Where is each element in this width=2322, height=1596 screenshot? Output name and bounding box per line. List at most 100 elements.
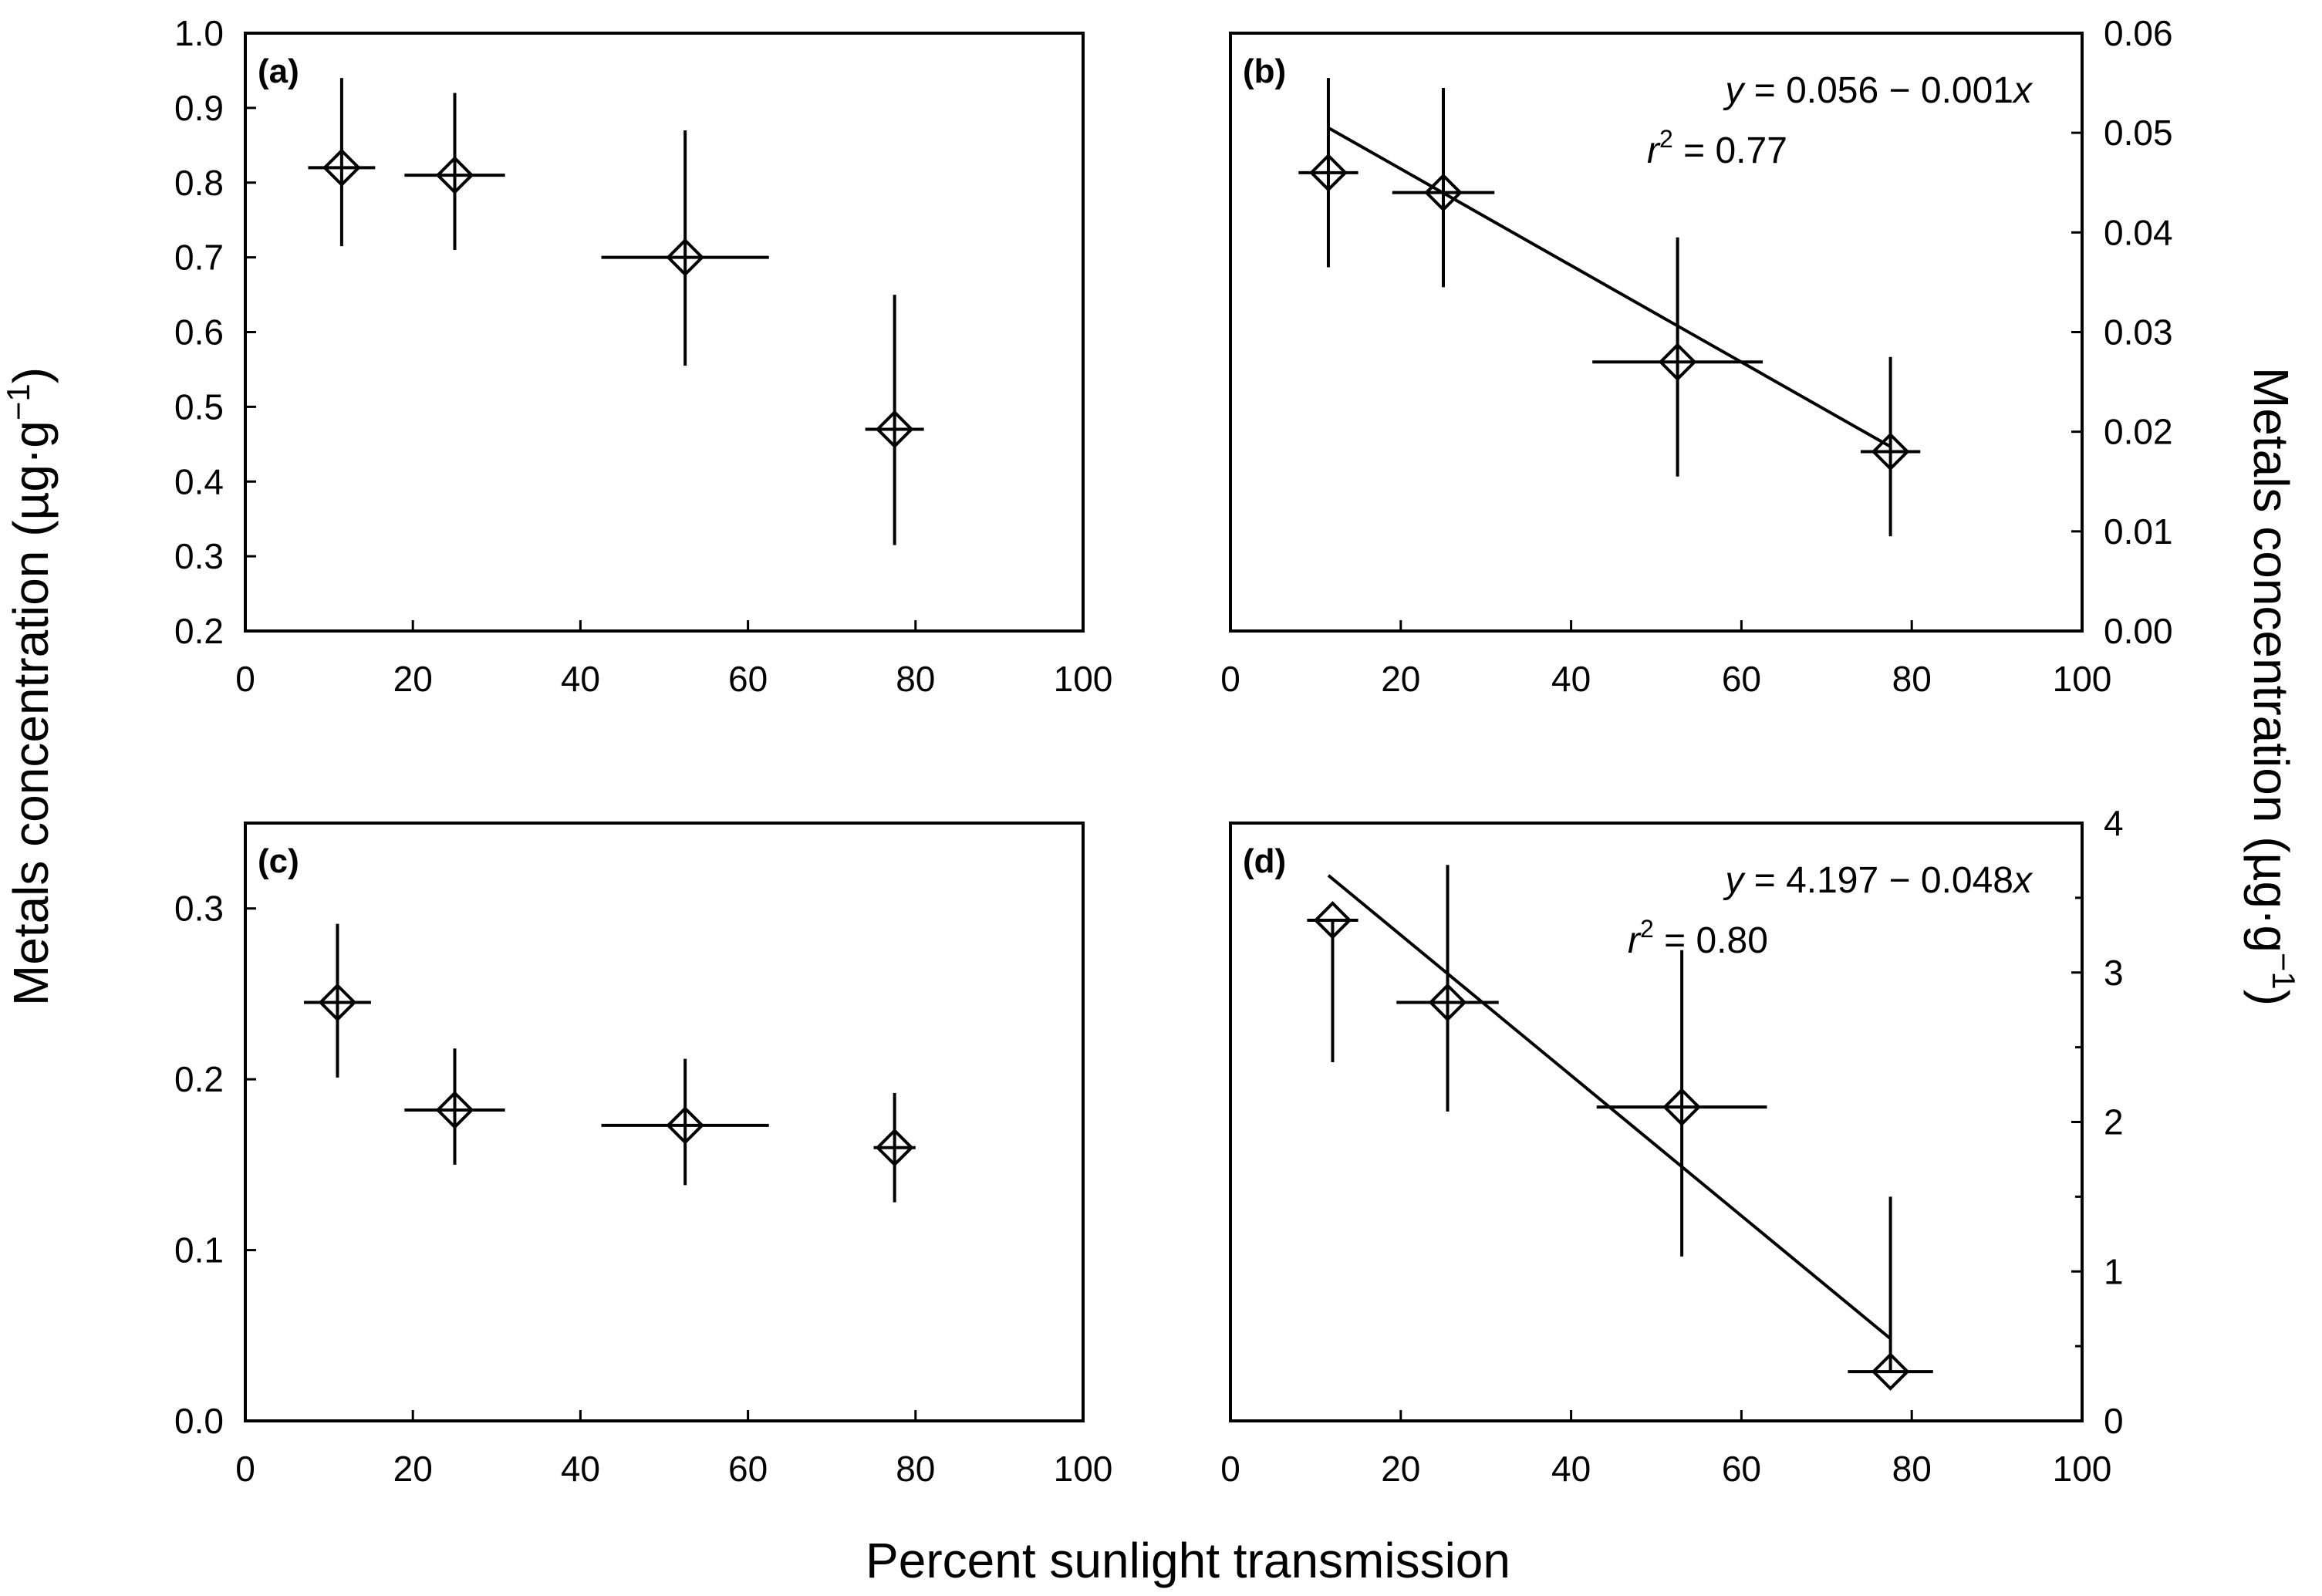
y-tick-label: 0.03: [2104, 312, 2173, 353]
equation-var: x: [2012, 70, 2033, 111]
equation-rhs: = 0.056 − 0.001: [1743, 70, 2013, 111]
x-tick-label: 80: [896, 1449, 935, 1489]
equation-lhs: y: [1723, 860, 1746, 901]
regression-equation: y = 0.056 − 0.001x: [1723, 70, 2033, 111]
y-axis-title-left-main: Metals concentration (µg·g: [3, 420, 59, 1006]
y-tick-label: 0.2: [174, 611, 224, 651]
y-axis-title-left-sup: −1: [0, 383, 36, 420]
data-point: [1592, 237, 1763, 477]
y-tick-label: 0.0: [174, 1401, 224, 1441]
equation-rhs: = 4.197 − 0.048: [1743, 860, 2013, 901]
r-squared-value: = 0.80: [1654, 920, 1768, 961]
r-squared: r2 = 0.77: [1647, 125, 1787, 171]
y-tick-label: 0.6: [174, 312, 224, 353]
x-tick-label: 20: [1381, 1449, 1420, 1489]
y-tick-label: 2: [2104, 1102, 2124, 1142]
diamond-marker: [435, 156, 474, 194]
data-point: [1307, 901, 1358, 1062]
y-tick-label: 0.2: [174, 1059, 224, 1099]
y-axis-title-right-close: ): [2243, 990, 2299, 1006]
y-tick-label: 0.02: [2104, 412, 2173, 452]
panel-label: (a): [258, 52, 299, 90]
diamond-marker: [666, 238, 704, 277]
x-tick-label: 20: [393, 659, 433, 699]
diamond-marker: [322, 148, 361, 187]
x-tick-label: 20: [393, 1449, 433, 1489]
data-point: [601, 130, 769, 366]
panel-label: (d): [1243, 842, 1286, 880]
equation-lhs: y: [1723, 70, 1746, 111]
y-tick-label: 0.4: [174, 461, 224, 501]
panel-c: 0 20 40 60 80 100 0.0 0.1 0.2 0.3 (c): [174, 822, 1113, 1489]
plot-frame: [244, 32, 1085, 633]
x-tick-label: 60: [728, 659, 768, 699]
regression-line: [1327, 126, 1892, 448]
x-tick-label: 100: [1054, 1449, 1113, 1489]
x-tick-label: 0: [1220, 659, 1240, 699]
plot-frame: [244, 822, 1085, 1422]
x-tick-label: 40: [561, 1449, 600, 1489]
diamond-marker: [1662, 1088, 1701, 1126]
x-tick-label: 60: [1722, 1449, 1761, 1489]
equation-var: x: [2012, 860, 2033, 901]
x-tick-label: 100: [1054, 659, 1113, 699]
y-tick-label: 0.3: [174, 536, 224, 576]
data-point: [865, 295, 924, 545]
diamond-marker: [1428, 983, 1467, 1022]
r-squared-sup: 2: [1640, 915, 1654, 943]
diamond-marker: [1313, 901, 1352, 940]
data-point: [404, 93, 505, 250]
r-squared-sup: 2: [1659, 125, 1673, 153]
x-tick-label: 0: [1220, 1449, 1240, 1489]
panel-label: (b): [1243, 52, 1286, 90]
x-tick-label: 60: [728, 1449, 768, 1489]
x-tick-label: 0: [235, 659, 255, 699]
data-point: [304, 923, 371, 1078]
y-tick-label: 0.8: [174, 163, 224, 203]
x-tick-label: 80: [1892, 659, 1932, 699]
y-tick-label: 0.1: [174, 1230, 224, 1270]
data-point: [1596, 950, 1767, 1257]
diamond-marker: [1871, 1352, 1910, 1391]
x-tick-label: 40: [1551, 659, 1591, 699]
x-tick-label: 80: [1892, 1449, 1932, 1489]
plot-frame: [1229, 32, 2084, 633]
data-point: [1298, 78, 1358, 268]
r-squared: r2 = 0.80: [1628, 915, 1768, 961]
y-axis-title-right: Metals concentration (µg·g−1): [2243, 367, 2302, 1006]
panel-label: (c): [258, 842, 299, 880]
diamond-marker: [1871, 432, 1910, 471]
y-axis-title-right-sup: −1: [2266, 953, 2302, 990]
plot-frame: [1229, 822, 2084, 1422]
x-tick-label: 0: [235, 1449, 255, 1489]
data-point: [1848, 1196, 1933, 1391]
r-squared-symbol: r: [1628, 920, 1642, 961]
data-point: [601, 1058, 769, 1186]
y-tick-label: 0.5: [174, 386, 224, 427]
regression-equation: y = 4.197 − 0.048x: [1723, 860, 2033, 901]
panel-b: 0 20 40 60 80 100 0.00 0.01 0.02 0.03 0.04 0.05 0.06…: [1220, 13, 2172, 699]
x-tick-label: 40: [1551, 1449, 1591, 1489]
y-tick-label: 1: [2104, 1251, 2124, 1291]
data-point: [404, 1048, 505, 1165]
y-tick-label: 4: [2104, 803, 2124, 843]
y-tick-label: 0.04: [2104, 212, 2173, 252]
data-point: [873, 1092, 916, 1203]
diamond-marker: [875, 410, 914, 449]
y-tick-label: 3: [2104, 953, 2124, 993]
y-tick-label: 0.00: [2104, 611, 2173, 651]
y-tick-label: 0.7: [174, 238, 224, 278]
r-squared-symbol: r: [1647, 130, 1661, 171]
y-axis-title-left: Metals concentration (µg·g−1): [0, 367, 59, 1006]
x-tick-label: 60: [1722, 659, 1761, 699]
diamond-marker: [1309, 154, 1348, 192]
x-axis-title: Percent sunlight transmission: [866, 1533, 1510, 1588]
data-point: [1860, 356, 1921, 537]
y-tick-label: 0.3: [174, 889, 224, 929]
x-tick-label: 80: [896, 659, 935, 699]
x-tick-label: 100: [2053, 1449, 2112, 1489]
r-squared-value: = 0.77: [1673, 130, 1787, 171]
data-point: [1396, 865, 1499, 1112]
